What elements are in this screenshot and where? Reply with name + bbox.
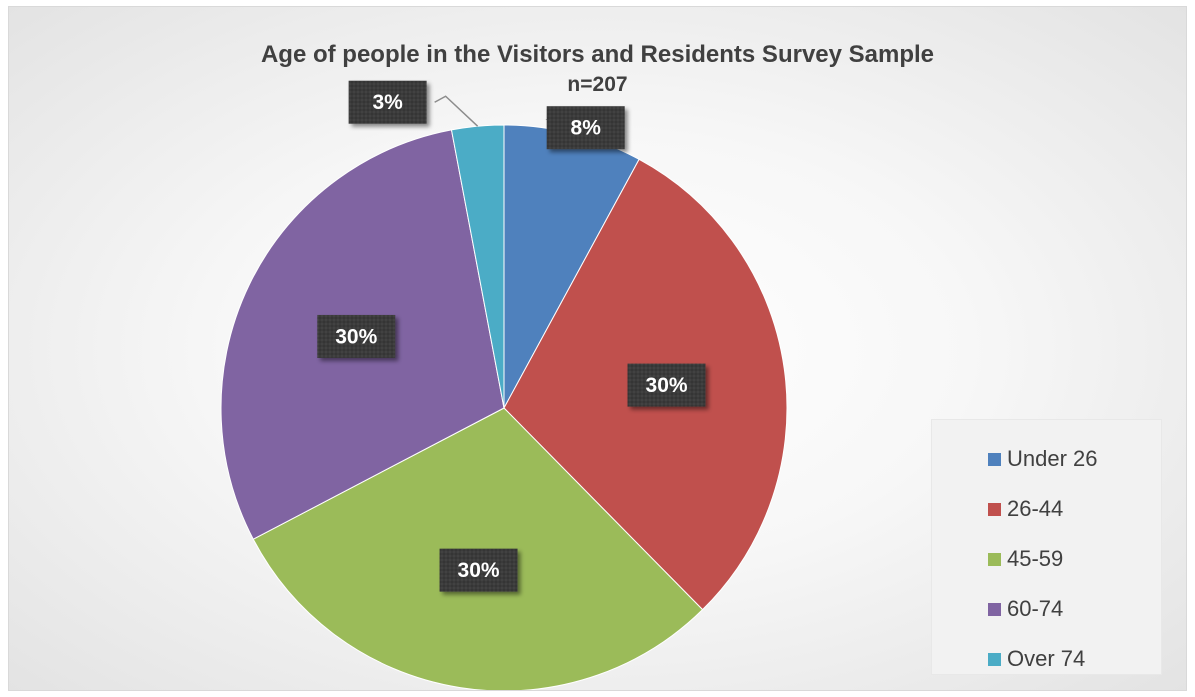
data-label-box [546,106,625,150]
data-label-under-26: 8% [546,106,625,150]
leader-line-over-74 [434,95,479,127]
data-label-box [348,80,427,124]
legend-swatch [988,552,1001,566]
legend-label: Over 74 [1007,646,1086,671]
data-label-text: 30% [335,325,377,348]
data-label-45-59: 30% [439,548,518,592]
legend-swatch [988,652,1001,666]
legend-label: 26-44 [1007,496,1064,521]
data-label-text: 3% [372,91,403,114]
legend-swatch [988,502,1001,516]
legend-item-45-59: 45-59 [932,534,1161,584]
data-label-box [317,314,396,358]
chart-title: Age of people in the Visitors and Reside… [260,41,935,68]
legend-item-60-74: 60-74 [932,584,1161,634]
legend-label: 60-74 [1007,596,1064,621]
data-label-26-44: 30% [627,363,706,407]
legend-swatch [988,452,1001,466]
data-label-text: 30% [458,559,500,582]
chart-area: Age of people in the Visitors and Reside… [8,6,1187,691]
legend-swatch [988,602,1001,616]
legend-label: 45-59 [1007,546,1064,571]
legend-label: Under 26 [1007,446,1098,471]
chart-legend: Under 26 26-44 45-59 60-74 Over 74 [931,419,1162,675]
data-label-box [439,548,518,592]
legend-item-26-44: 26-44 [932,484,1161,534]
data-label-box [627,363,706,407]
data-label-text: 8% [571,117,602,140]
data-label-over-74: 3% [348,80,427,124]
legend-item-under-26: Under 26 [932,434,1161,484]
legend-item-over-74: Over 74 [932,634,1161,684]
data-label-text: 30% [646,374,688,397]
pie-chart: 8% 30% 30% 30% 3% [220,80,788,690]
chart-subtitle: n=207 [567,73,628,96]
data-label-60-74: 30% [317,314,396,358]
